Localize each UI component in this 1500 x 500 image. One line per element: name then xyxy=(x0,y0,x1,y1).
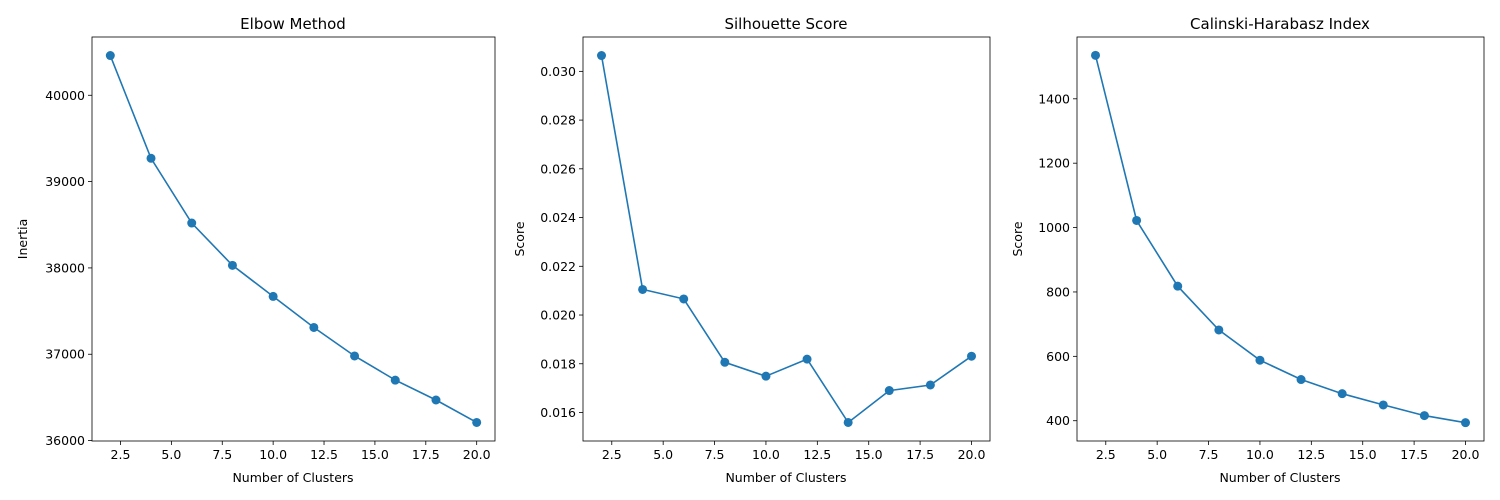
x-axis-label: Number of Clusters xyxy=(1219,470,1340,485)
data-point xyxy=(146,153,156,163)
x-tick-label: 20.0 xyxy=(463,447,491,462)
data-point xyxy=(350,351,360,361)
data-point xyxy=(1419,411,1429,421)
y-tick-label: 0.024 xyxy=(540,210,576,225)
chart-silhouette-score: Silhouette Score 2.5 5.0 7.5 10.0 12.5 15.0 17… xyxy=(512,15,991,485)
y-tick-label: 0.030 xyxy=(540,64,576,79)
data-point xyxy=(638,284,648,294)
data-point xyxy=(925,380,935,390)
y-tick-label: 39000 xyxy=(45,174,85,189)
y-axis-label: Score xyxy=(512,221,527,256)
x-tick-label: 17.5 xyxy=(1400,447,1428,462)
x-tick-label: 5.0 xyxy=(1147,447,1167,462)
x-tick-label: 10.0 xyxy=(752,447,780,462)
y-tick-label: 0.016 xyxy=(540,405,576,420)
axes-frame xyxy=(91,36,496,442)
y-tick-label: 36000 xyxy=(45,433,85,448)
data-point xyxy=(1296,375,1306,385)
data-point xyxy=(1132,215,1142,225)
y-tick-label: 400 xyxy=(1046,413,1070,428)
x-tick-label: 12.5 xyxy=(803,447,831,462)
y-tick-label: 600 xyxy=(1046,349,1070,364)
data-point xyxy=(720,357,730,367)
x-tick-label: 7.5 xyxy=(212,447,232,462)
data-point xyxy=(1255,355,1265,365)
data-point xyxy=(1378,400,1388,410)
axes-frame xyxy=(1076,36,1485,442)
x-tick-label: 10.0 xyxy=(1246,447,1274,462)
x-tick-label: 17.5 xyxy=(412,447,440,462)
series-group xyxy=(1091,50,1470,428)
data-point xyxy=(843,417,853,427)
x-tick-label: 12.5 xyxy=(1297,447,1325,462)
y-tick-label: 0.020 xyxy=(540,308,576,323)
data-point xyxy=(967,351,976,361)
data-point xyxy=(802,354,812,364)
data-point xyxy=(187,218,197,228)
data-point xyxy=(597,51,606,61)
data-point xyxy=(105,51,115,61)
y-tick-label: 0.022 xyxy=(540,259,576,274)
x-tick-label: 17.5 xyxy=(906,447,934,462)
x-tick-label: 12.5 xyxy=(310,447,338,462)
x-tick-label: 7.5 xyxy=(705,447,725,462)
chart-title: Calinski-Harabasz Index xyxy=(1190,15,1370,33)
data-point xyxy=(1214,325,1224,335)
data-point xyxy=(227,260,237,270)
y-tick-label: 0.018 xyxy=(540,356,576,371)
data-point xyxy=(268,291,278,301)
y-tick-label: 40000 xyxy=(45,88,85,103)
data-point xyxy=(309,322,319,332)
axis-ticks: 2.5 5.0 7.5 10.0 12.5 15.0 17.5 20.0 36000 37000 3… xyxy=(45,88,490,462)
y-axis-label: Score xyxy=(1010,221,1025,256)
chart-title: Elbow Method xyxy=(240,15,346,33)
data-point xyxy=(1337,389,1347,399)
y-tick-label: 1200 xyxy=(1038,156,1070,171)
data-point xyxy=(390,375,400,385)
x-tick-label: 15.0 xyxy=(361,447,389,462)
series-line xyxy=(1094,55,1466,424)
x-tick-label: 2.5 xyxy=(1096,447,1116,462)
x-tick-label: 5.0 xyxy=(161,447,181,462)
data-point xyxy=(1091,50,1100,60)
axis-ticks: 2.5 5.0 7.5 10.0 12.5 15.0 17.5 20.0 0.016 0.018 0… xyxy=(540,64,985,462)
x-tick-label: 20.0 xyxy=(1452,447,1480,462)
axes-frame xyxy=(582,36,991,442)
chart-title: Silhouette Score xyxy=(724,15,847,33)
x-axis-label: Number of Clusters xyxy=(232,470,353,485)
x-tick-label: 15.0 xyxy=(855,447,883,462)
y-tick-label: 0.026 xyxy=(540,161,576,176)
x-tick-label: 7.5 xyxy=(1199,447,1219,462)
y-tick-label: 800 xyxy=(1046,284,1070,299)
chart-calinski-harabasz-index: Calinski-Harabasz Index 2.5 5.0 7.5 10.0 12.… xyxy=(1010,15,1485,485)
data-point xyxy=(472,417,482,427)
y-tick-label: 1400 xyxy=(1038,91,1070,106)
x-tick-label: 10.0 xyxy=(259,447,287,462)
data-point xyxy=(761,371,771,381)
data-point xyxy=(1461,418,1470,428)
y-tick-label: 1000 xyxy=(1038,220,1070,235)
data-point xyxy=(431,395,441,405)
x-tick-label: 15.0 xyxy=(1349,447,1377,462)
chart-elbow-method: Elbow Method 2.5 5.0 7.5 10.0 12.5 15.0 17.5 20… xyxy=(15,15,496,485)
series-group xyxy=(597,51,976,427)
data-point xyxy=(884,386,894,396)
series-line xyxy=(109,55,478,424)
x-tick-label: 20.0 xyxy=(958,447,986,462)
y-tick-label: 37000 xyxy=(45,347,85,362)
x-tick-label: 5.0 xyxy=(653,447,673,462)
series-group xyxy=(105,51,482,427)
x-axis-label: Number of Clusters xyxy=(725,470,846,485)
series-line xyxy=(600,55,972,424)
data-point xyxy=(1173,281,1183,291)
data-point xyxy=(679,294,689,304)
x-tick-label: 2.5 xyxy=(602,447,622,462)
axis-ticks: 2.5 5.0 7.5 10.0 12.5 15.0 17.5 20.0 400 600 800 10… xyxy=(1038,91,1479,462)
y-axis-label: Inertia xyxy=(15,219,30,259)
y-tick-label: 38000 xyxy=(45,260,85,275)
y-tick-label: 0.028 xyxy=(540,113,576,128)
x-tick-label: 2.5 xyxy=(111,447,131,462)
